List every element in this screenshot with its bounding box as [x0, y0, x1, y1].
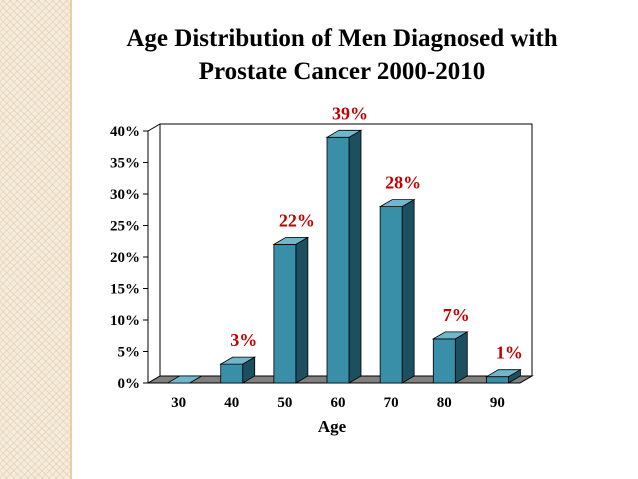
- y-axis-top-connector: [147, 123, 161, 132]
- bar-top: [431, 331, 469, 340]
- data-label: 39%: [332, 103, 368, 123]
- bar: [273, 243, 297, 384]
- chart-title: Age Distribution of Men Diagnosed with P…: [82, 22, 602, 88]
- chart-title-line-1: Age Distribution of Men Diagnosed with: [126, 25, 558, 52]
- bar-top: [484, 369, 522, 378]
- bar: [220, 363, 244, 384]
- y-tick-label: 20%: [110, 250, 140, 266]
- plot-back-wall: [159, 123, 533, 376]
- bar: [326, 136, 350, 384]
- data-label: 3%: [230, 330, 257, 350]
- x-tick-label: 70: [384, 395, 399, 411]
- y-tick-label: 25%: [110, 219, 140, 235]
- bar-top: [219, 356, 257, 365]
- bar: [486, 376, 509, 384]
- bar-top: [166, 375, 204, 384]
- data-label: 22%: [279, 210, 315, 230]
- y-tick-label: 5%: [118, 345, 141, 361]
- bar: [379, 206, 403, 384]
- y-tick-label: 30%: [110, 187, 140, 203]
- x-tick-label: 60: [331, 395, 346, 411]
- y-tick-label: 0%: [118, 376, 141, 392]
- bar-top: [272, 236, 310, 245]
- bar-top: [325, 129, 363, 138]
- bar-side: [348, 129, 362, 384]
- x-tick-label: 80: [437, 395, 452, 411]
- bar-side: [295, 236, 309, 384]
- data-label: 1%: [496, 343, 523, 363]
- x-tick-label: 90: [490, 395, 505, 411]
- bar-top: [378, 199, 416, 208]
- side-strip-edge: [70, 0, 72, 479]
- x-axis-title: Age: [318, 417, 347, 436]
- decorative-side-strip: [0, 0, 70, 479]
- y-tick-label: 40%: [110, 124, 140, 140]
- y-tick-label: 15%: [110, 282, 140, 298]
- chart-title-line-2: Prostate Cancer 2000-2010: [198, 58, 486, 85]
- x-tick-label: 50: [277, 395, 292, 411]
- data-label: 7%: [443, 305, 470, 325]
- y-tick-label: 10%: [110, 313, 140, 329]
- y-tick-label: 35%: [110, 156, 140, 172]
- data-label: 28%: [385, 173, 421, 193]
- x-tick-label: 40: [224, 395, 239, 411]
- bar: [432, 338, 456, 384]
- x-tick-label: 30: [171, 395, 186, 411]
- bar-side: [454, 331, 468, 384]
- bar-side: [401, 198, 415, 384]
